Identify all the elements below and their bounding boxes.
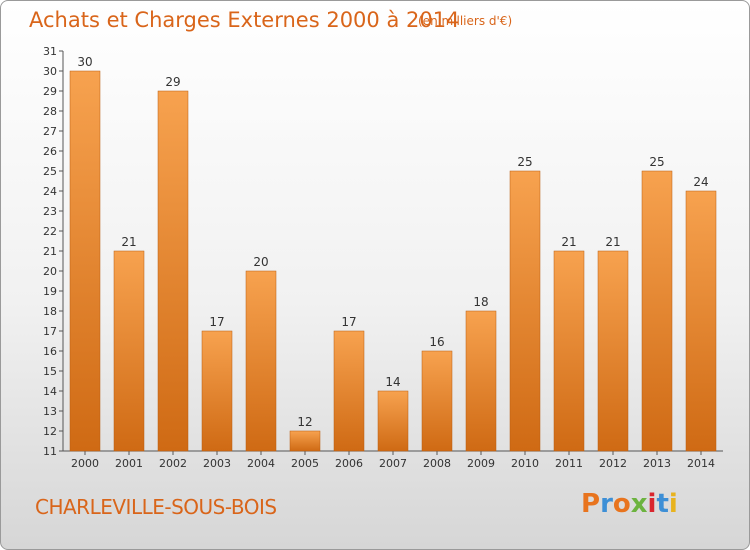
x-tick-label: 2014 (687, 457, 715, 470)
y-tick-label: 11 (43, 445, 57, 458)
chart-bars: 30 21 29 17 20 12 17 14 16 18 25 21 21 25 24 (69, 55, 717, 452)
y-tick-label: 21 (43, 245, 57, 258)
place-name: CHARLEVILLE-SOUS-BOIS (35, 495, 277, 519)
bar-2011 (553, 250, 585, 452)
bar-2008 (421, 350, 453, 452)
x-tick-label: 2005 (291, 457, 319, 470)
x-tick-label: 2003 (203, 457, 231, 470)
bar-2009 (465, 310, 497, 452)
x-tick-label: 2006 (335, 457, 363, 470)
y-tick-label: 29 (43, 85, 57, 98)
bar-value-label: 25 (517, 155, 532, 169)
bar-2013 (641, 170, 673, 452)
y-tick-label: 22 (43, 225, 57, 238)
bar-2000 (69, 70, 101, 452)
y-tick-label: 30 (43, 65, 57, 78)
y-tick-label: 13 (43, 405, 57, 418)
bar-value-label: 14 (385, 375, 400, 389)
chart-axes: 1112131415161718192021222324252627282930… (43, 45, 723, 470)
chart-title: Achats et Charges Externes 2000 à 2014 (29, 8, 460, 32)
y-tick-label: 20 (43, 265, 57, 278)
x-tick-label: 2013 (643, 457, 671, 470)
y-tick-label: 16 (43, 345, 57, 358)
bar-2012 (597, 250, 629, 452)
logo-letter: r (600, 489, 613, 519)
bar-2001 (113, 250, 145, 452)
y-tick-label: 26 (43, 145, 57, 158)
y-tick-label: 23 (43, 205, 57, 218)
bar-value-label: 24 (693, 175, 708, 189)
bar-value-label: 21 (605, 235, 620, 249)
bar-value-label: 20 (253, 255, 268, 269)
logo-letter: t (656, 489, 669, 519)
bar-2006 (333, 330, 365, 452)
bar-value-label: 16 (429, 335, 444, 349)
x-tick-label: 2011 (555, 457, 583, 470)
bar-value-label: 21 (561, 235, 576, 249)
chart-subtitle: (en milliers d'€) (418, 14, 513, 28)
y-tick-label: 25 (43, 165, 57, 178)
bar-value-label: 18 (473, 295, 488, 309)
x-tick-label: 2012 (599, 457, 627, 470)
x-tick-label: 2004 (247, 457, 275, 470)
x-tick-label: 2002 (159, 457, 187, 470)
bar-value-label: 17 (209, 315, 224, 329)
x-tick-label: 2010 (511, 457, 539, 470)
y-tick-label: 24 (43, 185, 57, 198)
bar-2007 (377, 390, 409, 452)
logo-letter: i (647, 489, 657, 519)
bar-value-label: 30 (77, 55, 92, 69)
logo-letter: o (612, 489, 631, 519)
bar-2004 (245, 270, 277, 452)
bar-2003 (201, 330, 233, 452)
bar-value-label: 21 (121, 235, 136, 249)
y-tick-label: 28 (43, 105, 57, 118)
y-tick-label: 17 (43, 325, 57, 338)
x-tick-label: 2000 (71, 457, 99, 470)
y-tick-label: 14 (43, 385, 57, 398)
y-tick-label: 12 (43, 425, 57, 438)
bar-value-label: 29 (165, 75, 180, 89)
bar-value-label: 17 (341, 315, 356, 329)
y-tick-label: 31 (43, 45, 57, 58)
x-tick-label: 2001 (115, 457, 143, 470)
x-tick-label: 2007 (379, 457, 407, 470)
bar-2005 (289, 430, 321, 452)
x-tick-label: 2009 (467, 457, 495, 470)
y-tick-label: 15 (43, 365, 57, 378)
bar-2014 (685, 190, 717, 452)
bar-2010 (509, 170, 541, 452)
logo-letter: x (630, 489, 648, 519)
y-tick-label: 18 (43, 305, 57, 318)
logo-letter: i (668, 489, 678, 519)
y-tick-label: 27 (43, 125, 57, 138)
proxiti-logo[interactable]: Proxiti (581, 489, 678, 519)
x-tick-label: 2008 (423, 457, 451, 470)
bar-value-label: 25 (649, 155, 664, 169)
bar-2002 (157, 90, 189, 452)
logo-letter: P (581, 489, 601, 519)
bar-value-label: 12 (297, 415, 312, 429)
y-tick-label: 19 (43, 285, 57, 298)
